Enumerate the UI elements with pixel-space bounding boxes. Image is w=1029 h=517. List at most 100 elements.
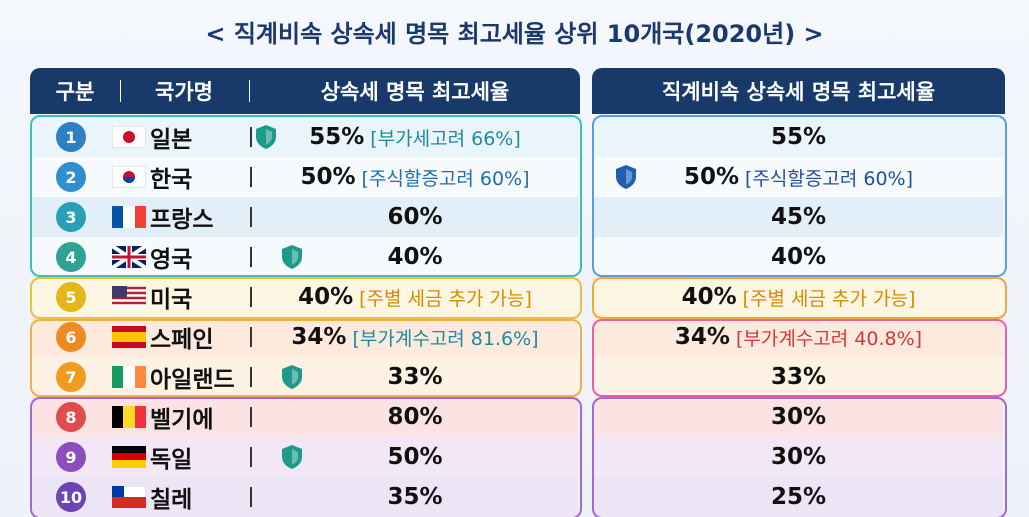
rate-note: [부가세고려 66%] <box>370 127 521 150</box>
rank-badge: 8 <box>56 402 86 432</box>
right-cell: 40% <box>594 237 1003 277</box>
right-rate: 34% <box>674 324 730 350</box>
rate-note: [주별 세금 추가 가능] <box>359 287 532 310</box>
group-border <box>592 277 1007 319</box>
rate: 35% <box>387 484 443 510</box>
right-rate: 30% <box>770 404 827 430</box>
rate: 60% <box>387 204 443 230</box>
right-note: [주별 세금 추가 가능] <box>742 287 916 310</box>
sep <box>250 447 252 467</box>
rank-badge: 4 <box>56 242 86 272</box>
right-cell: 30% <box>594 397 1003 437</box>
flag <box>112 326 146 348</box>
right-rate: 40% <box>770 244 827 270</box>
country: 칠레 <box>150 487 193 513</box>
title: < 직계비속 상속세 명목 최고세율 상위 10개국(2020년) > <box>205 20 824 48</box>
rate: 50% <box>300 164 356 190</box>
rank-badge: 6 <box>56 322 86 352</box>
row-bg <box>594 477 1003 517</box>
rate: 34% <box>291 324 347 350</box>
sep <box>250 327 252 347</box>
row-bg <box>594 357 1003 397</box>
rank-badge: 7 <box>56 362 86 392</box>
group-border <box>592 319 1007 397</box>
header-rank: 구분 <box>55 80 95 104</box>
country: 일본 <box>150 127 193 153</box>
sep <box>250 367 252 387</box>
rate-cell: 60% <box>255 197 575 237</box>
country: 아일랜드 <box>150 367 235 393</box>
sep <box>250 407 252 427</box>
icon-shield <box>280 244 304 274</box>
flag <box>112 446 146 468</box>
row-bg <box>594 197 1003 237</box>
group-border <box>30 277 582 319</box>
group-border <box>592 115 1007 277</box>
row-bg <box>594 157 1003 197</box>
icon-shield <box>254 124 278 154</box>
rank-badge: 9 <box>56 442 86 472</box>
sep <box>250 487 252 507</box>
sep <box>120 80 121 102</box>
country: 미국 <box>150 287 193 313</box>
rank-badge: 2 <box>56 162 86 192</box>
right-rate: 25% <box>770 484 827 510</box>
rank-badge: 10 <box>56 482 86 512</box>
flag <box>112 286 146 308</box>
sep <box>250 287 252 307</box>
sep <box>250 207 252 227</box>
right-rate: 40% <box>681 284 737 310</box>
rank-badge: 3 <box>56 202 86 232</box>
right-rate: 45% <box>770 204 827 230</box>
right-header-bg <box>592 68 1005 114</box>
rate-cell: 80% <box>255 397 575 437</box>
sep <box>250 167 252 187</box>
rate-cell: 55% [부가세고려 66%] <box>255 117 575 157</box>
rank-badge: 1 <box>56 122 86 152</box>
group-border <box>30 115 582 277</box>
country: 독일 <box>150 447 193 473</box>
header-right: 직계비속 상속세 명목 최고세율 <box>661 80 936 104</box>
right-note: [부가계수고려 40.8%] <box>735 327 923 350</box>
rate-cell: 40% [주별 세금 추가 가능] <box>255 277 575 317</box>
country: 한국 <box>150 167 193 193</box>
country: 영국 <box>150 247 193 273</box>
row-bg <box>594 277 1003 317</box>
rate: 50% <box>387 444 443 470</box>
rate: 40% <box>387 244 443 270</box>
icon-shield <box>614 164 638 194</box>
right-cell: 50% [주식할증고려 60%] <box>594 157 1003 197</box>
row-bg <box>594 397 1003 437</box>
rate-cell: 50% <box>255 437 575 477</box>
rate: 55% <box>309 124 365 150</box>
flag <box>112 406 146 428</box>
rate-cell: 35% <box>255 477 575 517</box>
rate: 40% <box>298 284 354 310</box>
rate-note: [주식할증고려 60%] <box>361 167 530 190</box>
icon-shield <box>280 364 304 394</box>
rate-note: [부가계수고려 81.6%] <box>352 327 539 350</box>
right-rate: 55% <box>770 124 827 150</box>
sep <box>250 247 252 267</box>
rate: 80% <box>387 404 443 430</box>
flag <box>112 206 146 228</box>
header-country: 국가명 <box>155 80 213 104</box>
rate: 33% <box>387 364 443 390</box>
right-rate: 33% <box>770 364 827 390</box>
right-cell: 40% [주별 세금 추가 가능] <box>594 277 1003 317</box>
left-header-bg <box>30 68 580 114</box>
rate-cell: 34% [부가계수고려 81.6%] <box>255 317 575 357</box>
group-border <box>30 319 582 397</box>
right-cell: 55% <box>594 117 1003 157</box>
right-cell: 30% <box>594 437 1003 477</box>
right-rate: 50% <box>683 164 740 190</box>
country: 스페인 <box>150 327 214 353</box>
right-rate: 30% <box>770 444 827 470</box>
flag <box>112 366 146 388</box>
icon-shield <box>280 444 304 474</box>
rank-badge: 5 <box>56 282 86 312</box>
header-rate: 상속세 명목 최고세율 <box>320 80 510 104</box>
group-border <box>592 397 1007 517</box>
rate-cell: 50% [주식할증고려 60%] <box>255 157 575 197</box>
